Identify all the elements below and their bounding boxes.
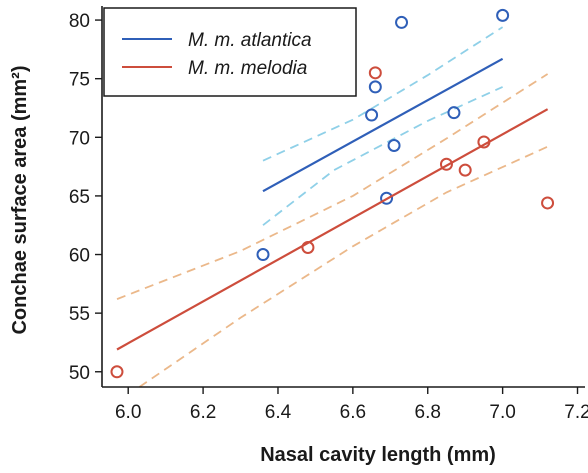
legend: M. m. atlantica M. m. melodia — [103, 7, 357, 97]
legend-label-melodia: M. m. melodia — [188, 58, 307, 79]
y-axis-title: Conchae surface area (mm²) — [9, 66, 31, 335]
fit-line-melodia — [116, 108, 549, 351]
data-point-atlantica — [380, 191, 394, 205]
data-point-melodia — [110, 365, 124, 379]
ci-lower-melodia — [138, 145, 548, 388]
x-tick-label: 7.0 — [489, 402, 515, 423]
data-point-atlantica — [256, 248, 270, 262]
x-axis-title: Nasal cavity length (mm) — [260, 444, 496, 466]
y-tick-label: 75 — [69, 70, 90, 91]
data-point-melodia — [368, 66, 382, 80]
legend-box — [103, 7, 357, 97]
x-tick-label: 6.6 — [340, 402, 366, 423]
y-tick-label: 70 — [69, 128, 90, 149]
x-tick-label: 6.8 — [415, 402, 441, 423]
y-tick-label: 65 — [69, 187, 90, 208]
x-tick-label: 7.2 — [564, 402, 588, 423]
axes: 6.0 6.2 6.4 6.6 6.8 7.0 7.2 50 55 60 65 70 75 80 — [69, 6, 588, 423]
fit-line-atlantica — [262, 57, 504, 193]
data-point-atlantica — [387, 139, 401, 153]
y-tick-label: 50 — [69, 363, 90, 384]
ci-upper-melodia — [116, 73, 549, 300]
data-point-melodia — [477, 135, 491, 149]
y-tick-label: 80 — [69, 11, 90, 32]
data-point-melodia — [458, 163, 472, 177]
x-tick-label: 6.0 — [115, 402, 141, 423]
data-point-atlantica — [365, 108, 379, 122]
x-tick-label: 6.2 — [190, 402, 216, 423]
data-point-melodia — [439, 157, 453, 171]
ci-lower-atlantica — [262, 86, 503, 226]
data-point-atlantica — [496, 8, 510, 22]
data-point-melodia — [301, 240, 315, 254]
y-tick-label: 55 — [69, 304, 90, 325]
data-point-atlantica — [368, 80, 382, 94]
ci-upper-atlantica — [262, 26, 504, 162]
data-point-atlantica — [395, 15, 409, 29]
plot-area — [110, 8, 555, 388]
y-tick-label: 60 — [69, 246, 90, 267]
data-point-melodia — [541, 196, 555, 210]
x-tick-label: 6.4 — [265, 402, 292, 423]
data-point-atlantica — [447, 106, 461, 120]
legend-label-atlantica: M. m. atlantica — [188, 30, 312, 51]
